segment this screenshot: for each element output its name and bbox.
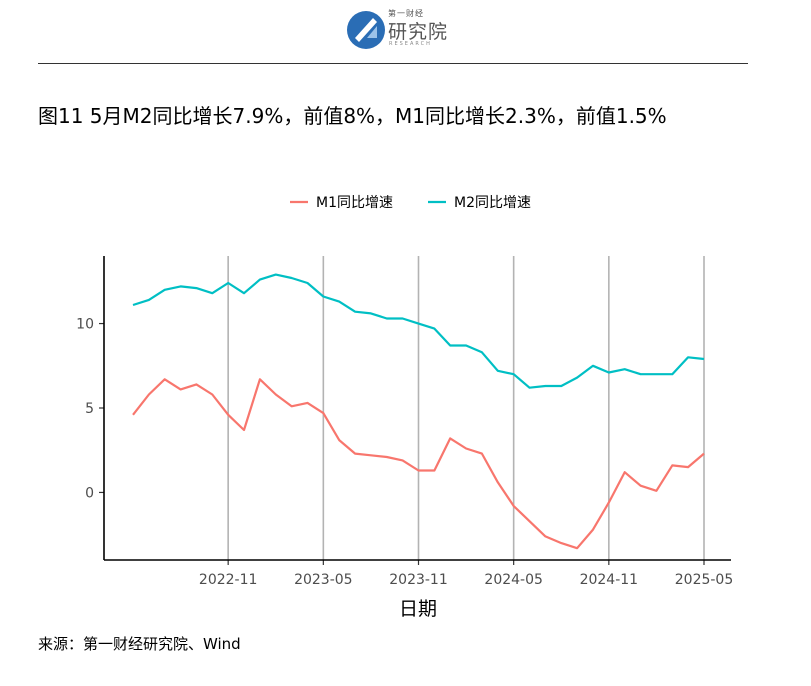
x-tick-label: 2025-05	[675, 572, 734, 588]
y-tick-label: 10	[76, 317, 94, 333]
chart-legend: M1同比增速 M2同比增速	[290, 195, 531, 211]
legend-label: M2同比增速	[454, 195, 531, 211]
logo-big-text: 研究院	[388, 21, 449, 43]
logo-icon	[347, 11, 385, 49]
x-axis-label: 日期	[399, 598, 437, 620]
source-note: 来源：第一财经研究院、Wind	[38, 635, 241, 653]
logo-small-text: 第一财经	[388, 9, 424, 18]
header-divider	[38, 63, 748, 64]
y-tick-label: 5	[85, 401, 94, 417]
logo-research-text: RESEARCH	[389, 41, 432, 47]
figure-title: 图11 5月M2同比增长7.9%，前值8%，M1同比增长2.3%，前值1.5%	[38, 104, 667, 128]
chart-gridlines	[227, 256, 705, 560]
series-line-1	[132, 378, 705, 550]
series-line-2	[132, 273, 705, 389]
x-tick-label: 2024-11	[580, 572, 639, 588]
chart-series	[132, 273, 705, 550]
y-tick-label: 0	[85, 485, 94, 501]
x-tick-label: 2022-11	[199, 572, 258, 588]
chart-axes: 2022-11 2023-05 2023-11 2024-05 2024-11 2025-…	[76, 256, 733, 588]
legend-label: M1同比增速	[316, 195, 393, 211]
x-tick-label: 2023-05	[294, 572, 353, 588]
x-tick-label: 2023-11	[389, 572, 448, 588]
x-tick-label: 2024-05	[484, 572, 543, 588]
